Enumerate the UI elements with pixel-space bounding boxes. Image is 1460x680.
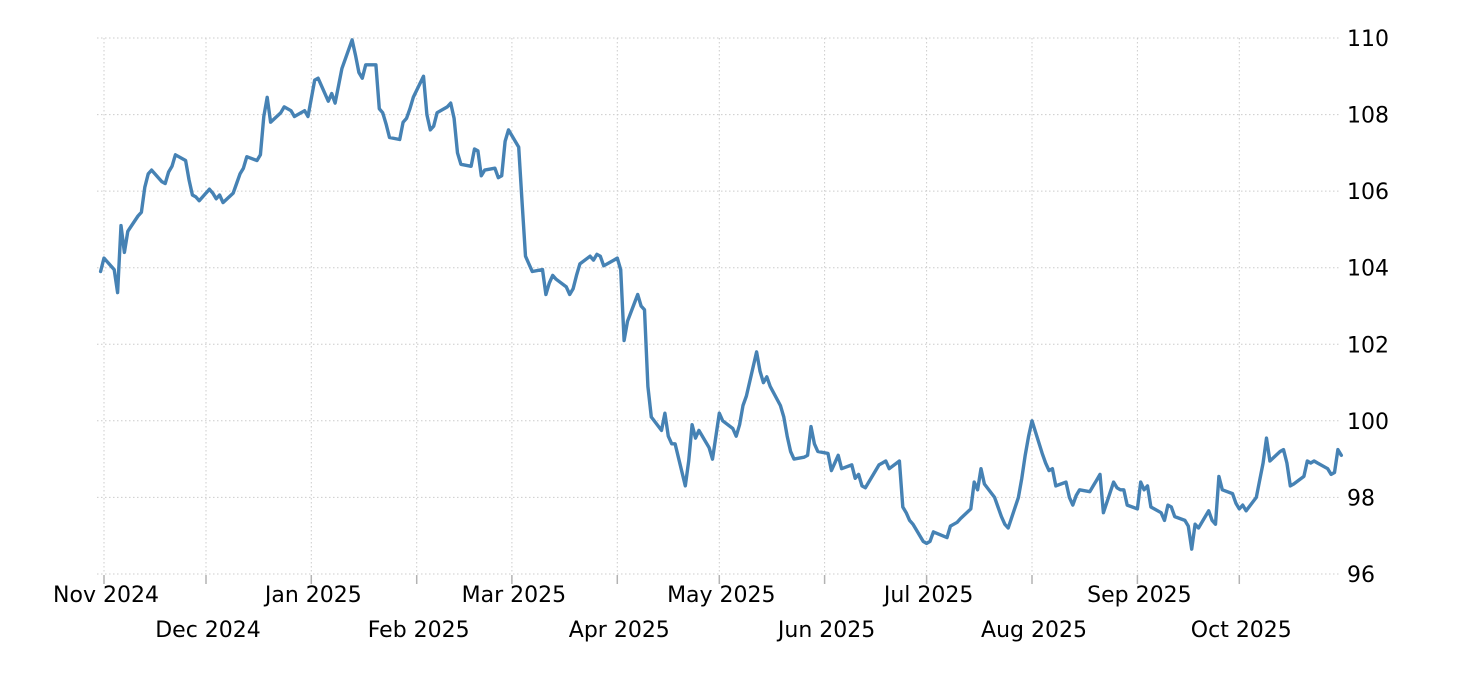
price-line <box>98 38 1343 551</box>
y-axis-label-108: 108 <box>1347 104 1389 129</box>
x-axis-label-sep-2025: Sep 2025 <box>1087 583 1191 608</box>
x-axis-label-may-2025: May 2025 <box>667 583 775 608</box>
y-axis-label-106: 106 <box>1347 180 1389 205</box>
x-axis-label-oct-2025: Oct 2025 <box>1191 618 1292 643</box>
horizontal-gridlines <box>97 37 1341 575</box>
x-axis-label-jun-2025: Jun 2025 <box>776 618 875 643</box>
x-axis-label-jul-2025: Jul 2025 <box>882 583 974 608</box>
y-axis-label-104: 104 <box>1347 257 1389 282</box>
axis-ticks <box>103 575 1241 584</box>
x-axis-label-jan-2025: Jan 2025 <box>263 583 362 608</box>
x-axis-label-mar-2025: Mar 2025 <box>462 583 567 608</box>
y-axis-labels: 96 98 100 102 104 106 108 110 <box>1347 27 1389 588</box>
x-axis-label-feb-2025: Feb 2025 <box>368 618 470 643</box>
x-axis-label-apr-2025: Apr 2025 <box>569 618 670 643</box>
x-axis-label-aug-2025: Aug 2025 <box>981 618 1087 643</box>
x-axis-label-dec-2024: Dec 2024 <box>155 618 261 643</box>
y-axis-label-96: 96 <box>1347 563 1375 588</box>
y-axis-label-98: 98 <box>1347 486 1375 511</box>
vertical-gridlines <box>103 38 1240 574</box>
y-axis-label-110: 110 <box>1347 27 1389 52</box>
y-axis-label-100: 100 <box>1347 410 1389 435</box>
x-axis-label-nov-2024: Nov 2024 <box>53 583 159 608</box>
y-axis-label-102: 102 <box>1347 333 1389 358</box>
